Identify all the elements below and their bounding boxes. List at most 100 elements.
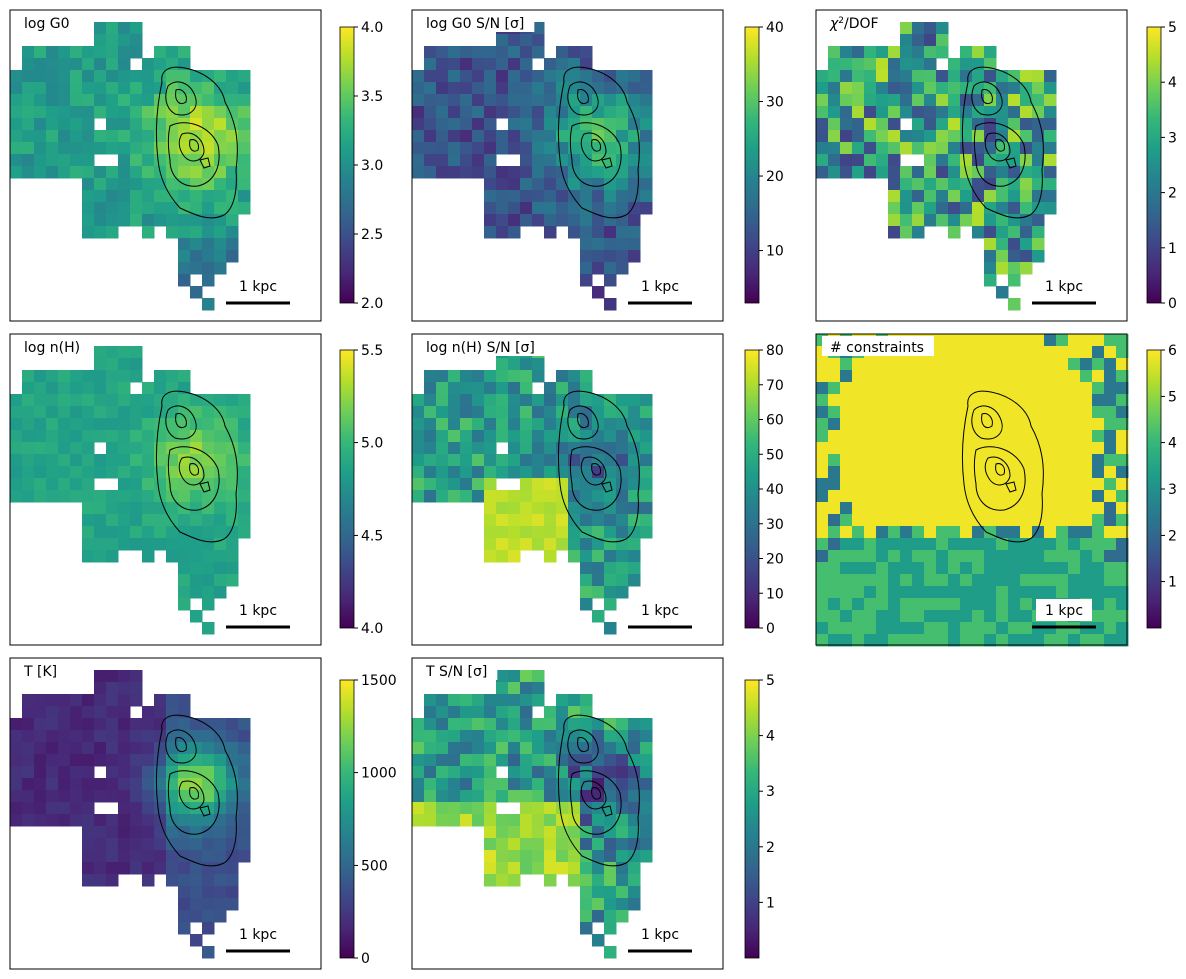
heatmap-cell bbox=[532, 166, 545, 179]
heatmap-cell bbox=[1092, 346, 1105, 359]
heatmap-cell bbox=[840, 502, 853, 515]
heatmap-cell bbox=[46, 70, 59, 83]
contour-lines bbox=[557, 390, 640, 543]
heatmap-cell bbox=[1092, 598, 1105, 611]
heatmap-cell bbox=[154, 442, 167, 455]
heatmap-cell bbox=[10, 430, 23, 443]
heatmap-cell bbox=[436, 58, 449, 71]
heatmap-cell bbox=[1116, 586, 1129, 599]
heatmap-cell bbox=[238, 418, 251, 431]
heatmap-cell bbox=[436, 754, 449, 767]
heatmap-cell bbox=[166, 466, 179, 479]
heatmap-cell bbox=[912, 538, 925, 551]
heatmap-cell bbox=[900, 94, 913, 107]
heatmap-cell bbox=[852, 478, 865, 491]
heatmap-cell bbox=[154, 766, 167, 779]
heatmap-cell bbox=[178, 106, 191, 119]
heatmap-cell bbox=[46, 442, 59, 455]
heatmap-cell bbox=[628, 130, 641, 143]
heatmap-cell bbox=[936, 334, 949, 347]
colorbar-gradient bbox=[339, 679, 355, 959]
heatmap-cell bbox=[900, 406, 913, 419]
heatmap-cell bbox=[10, 94, 23, 107]
heatmap-cell bbox=[70, 58, 83, 71]
heatmap-cell bbox=[436, 430, 449, 443]
heatmap-cell bbox=[58, 790, 71, 803]
heatmap-cell bbox=[472, 718, 485, 731]
heatmap-cell bbox=[568, 550, 581, 563]
heatmap-cell bbox=[178, 46, 191, 59]
heatmap-cell bbox=[640, 826, 653, 839]
heatmap-cell bbox=[94, 826, 107, 839]
heatmap-cell bbox=[130, 694, 143, 707]
heatmap-cell bbox=[888, 514, 901, 527]
heatmap-cell bbox=[948, 502, 961, 515]
axes-frame bbox=[9, 333, 322, 646]
heatmap-cell bbox=[948, 562, 961, 575]
heatmap-cell bbox=[924, 94, 937, 107]
heatmap-cell bbox=[106, 706, 119, 719]
heatmap-cell bbox=[82, 850, 95, 863]
heatmap-cell bbox=[972, 406, 985, 419]
heatmap-cell bbox=[1008, 442, 1021, 455]
heatmap-cell bbox=[202, 874, 215, 887]
heatmap-cell bbox=[496, 46, 509, 59]
heatmap-cell bbox=[640, 190, 653, 203]
heatmap-cell bbox=[496, 466, 509, 479]
heatmap-cell bbox=[142, 478, 155, 491]
heatmap-cell bbox=[142, 742, 155, 755]
heatmap-cell bbox=[154, 202, 167, 215]
heatmap-cell bbox=[118, 22, 131, 35]
heatmap-cell bbox=[828, 514, 841, 527]
heatmap-cell bbox=[984, 346, 997, 359]
heatmap-cell bbox=[1020, 250, 1033, 263]
heatmap-cell bbox=[1020, 622, 1033, 635]
heatmap-cell bbox=[226, 790, 239, 803]
heatmap-cell bbox=[508, 550, 521, 563]
heatmap-cell bbox=[496, 358, 509, 371]
heatmap-cell bbox=[70, 46, 83, 59]
heatmap-cell bbox=[154, 106, 167, 119]
heatmap-cell bbox=[202, 202, 215, 215]
heatmap-cell bbox=[984, 634, 997, 647]
heatmap-cell bbox=[94, 94, 107, 107]
heatmap-cell bbox=[226, 442, 239, 455]
contour-line bbox=[567, 81, 599, 116]
heatmap-cell bbox=[484, 118, 497, 131]
heatmap-cell bbox=[484, 406, 497, 419]
heatmap-cell bbox=[604, 514, 617, 527]
heatmap-cell bbox=[996, 226, 1009, 239]
heatmap-cell bbox=[864, 130, 877, 143]
heatmap-cells bbox=[10, 670, 251, 959]
heatmap-cell bbox=[142, 874, 155, 887]
heatmap-cell bbox=[900, 178, 913, 191]
heatmap-cell bbox=[876, 634, 889, 647]
heatmap-cell bbox=[520, 694, 533, 707]
heatmap-cell bbox=[1056, 634, 1069, 647]
heatmap-cell bbox=[142, 406, 155, 419]
heatmap-cell bbox=[640, 442, 653, 455]
heatmap-cell bbox=[448, 154, 461, 167]
heatmap-cell bbox=[1008, 202, 1021, 215]
heatmap-cell bbox=[412, 730, 425, 743]
heatmap-cell bbox=[828, 526, 841, 539]
heatmap-cell bbox=[142, 826, 155, 839]
heatmap-cell bbox=[912, 598, 925, 611]
heatmap-cell bbox=[1044, 550, 1057, 563]
heatmap-cell bbox=[556, 850, 569, 863]
heatmap-cell bbox=[1068, 394, 1081, 407]
heatmap-cell bbox=[936, 82, 949, 95]
heatmap-cell bbox=[118, 166, 131, 179]
heatmap-cell bbox=[22, 142, 35, 155]
heatmap-cell bbox=[520, 778, 533, 791]
heatmap-cell bbox=[888, 550, 901, 563]
heatmap-cell bbox=[960, 358, 973, 371]
heatmap-cell bbox=[94, 742, 107, 755]
heatmap-cell bbox=[1020, 574, 1033, 587]
heatmap-cell bbox=[520, 526, 533, 539]
heatmap-cell bbox=[912, 130, 925, 143]
heatmap-cell bbox=[130, 718, 143, 731]
heatmap-cell bbox=[1008, 406, 1021, 419]
heatmap-cell bbox=[828, 142, 841, 155]
heatmap-cell bbox=[912, 34, 925, 47]
